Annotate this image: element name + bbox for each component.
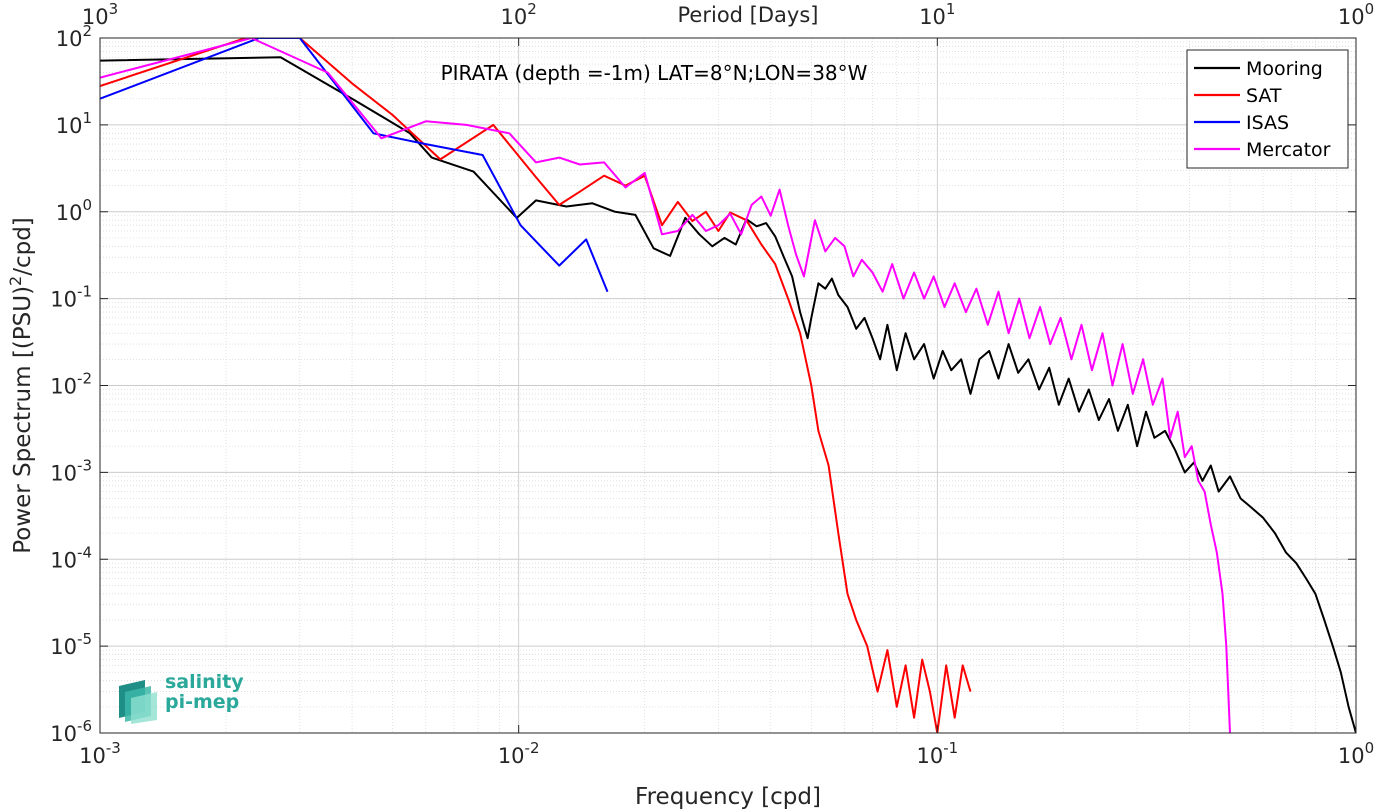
series-line-isas xyxy=(100,38,609,293)
y-tick-label: 10-5 xyxy=(50,630,92,659)
y-tick-label: 101 xyxy=(56,109,92,138)
legend-label-mercator: Mercator xyxy=(1246,139,1331,161)
legend-label-isas: ISAS xyxy=(1246,112,1289,134)
minor-grid xyxy=(100,38,1356,733)
top-tick-label: 101 xyxy=(919,0,955,29)
top-tick-label: 102 xyxy=(501,0,537,29)
chart-title: PIRATA (depth =-1m) LAT=8°N;LON=38°W xyxy=(441,61,868,85)
x-axis-label: Frequency [cpd] xyxy=(635,784,821,809)
y-tick-label: 100 xyxy=(56,196,92,225)
x-tick-label: 10-1 xyxy=(916,739,958,768)
logo-line-2: pi-mep xyxy=(165,691,240,713)
salinity-pi-mep-logo: salinity pi-mep xyxy=(115,672,255,724)
y-tick-label: 10-4 xyxy=(50,543,92,572)
legend: Mooring SAT ISAS Mercator xyxy=(1186,49,1349,169)
y-tick-label: 10-6 xyxy=(50,717,92,746)
x-tick-label: 100 xyxy=(1338,739,1374,768)
y-tick-label: 10-1 xyxy=(50,283,92,312)
logo-text: salinity pi-mep xyxy=(165,672,244,712)
x-tick-label: 10-2 xyxy=(498,739,540,768)
logo-line-1: salinity xyxy=(165,671,244,693)
y-axis-label: Power Spectrum [(PSU)2/cpd] xyxy=(6,217,36,554)
top-axis-label: Period [Days] xyxy=(678,3,819,27)
x-tick-label: 10-3 xyxy=(79,739,121,768)
series-group xyxy=(100,38,1356,733)
y-tick-label: 102 xyxy=(56,22,92,51)
series-line-sat xyxy=(100,38,972,733)
y-tick-label: 10-3 xyxy=(50,456,92,485)
legend-label-mooring: Mooring xyxy=(1246,58,1323,80)
series-line-mercator xyxy=(100,38,1231,733)
top-tick-label: 100 xyxy=(1338,0,1374,29)
wave-logo-icon xyxy=(119,680,157,724)
legend-label-sat: SAT xyxy=(1246,85,1282,107)
series-line-mooring xyxy=(100,56,1356,733)
top-tick-label: 103 xyxy=(82,0,118,29)
y-tick-label: 10-2 xyxy=(50,370,92,399)
